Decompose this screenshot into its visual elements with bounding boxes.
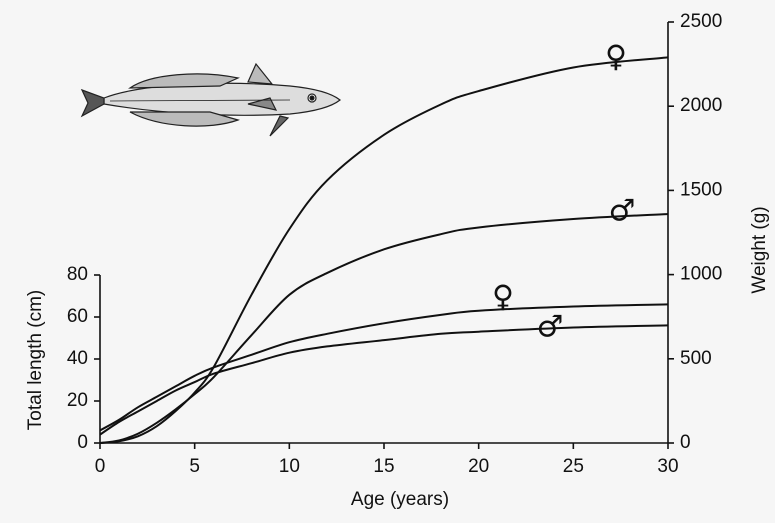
y2-tick-label: 2500	[680, 11, 722, 32]
sex-symbol: ♂	[609, 194, 636, 229]
sex-symbol: ♂	[537, 310, 564, 345]
y-axis-label: Total length (cm)	[25, 290, 46, 430]
growth-curve	[99, 56, 669, 444]
x-tick-label: 5	[189, 456, 200, 477]
y-tick-label: 40	[67, 348, 88, 369]
x-tick-label: 20	[468, 456, 489, 477]
fish-illustration	[80, 62, 341, 137]
x-tick-label: 30	[657, 456, 678, 477]
growth-curve	[99, 303, 669, 432]
x-tick-label: 15	[373, 456, 394, 477]
y2-tick-label: 0	[680, 432, 691, 453]
x-axis-label: Age (years)	[351, 489, 449, 510]
y2-tick-label: 1000	[680, 264, 722, 285]
y2-axis-label: Weight (g)	[749, 206, 770, 293]
growth-curve	[99, 324, 669, 436]
y-tick-label: 80	[67, 264, 88, 285]
x-tick-label: 25	[563, 456, 584, 477]
y-tick-label: 20	[67, 390, 88, 411]
y-tick-label: 0	[77, 432, 88, 453]
sex-symbol: ♀	[605, 40, 627, 75]
sex-symbol: ♀	[492, 280, 514, 315]
y-tick-label: 60	[67, 306, 88, 327]
y2-tick-label: 1500	[680, 179, 722, 200]
y2-tick-label: 500	[680, 348, 712, 369]
y2-tick-label: 2000	[680, 95, 722, 116]
x-tick-label: 10	[279, 456, 300, 477]
x-tick-label: 0	[95, 456, 106, 477]
growth-curve	[99, 212, 669, 444]
